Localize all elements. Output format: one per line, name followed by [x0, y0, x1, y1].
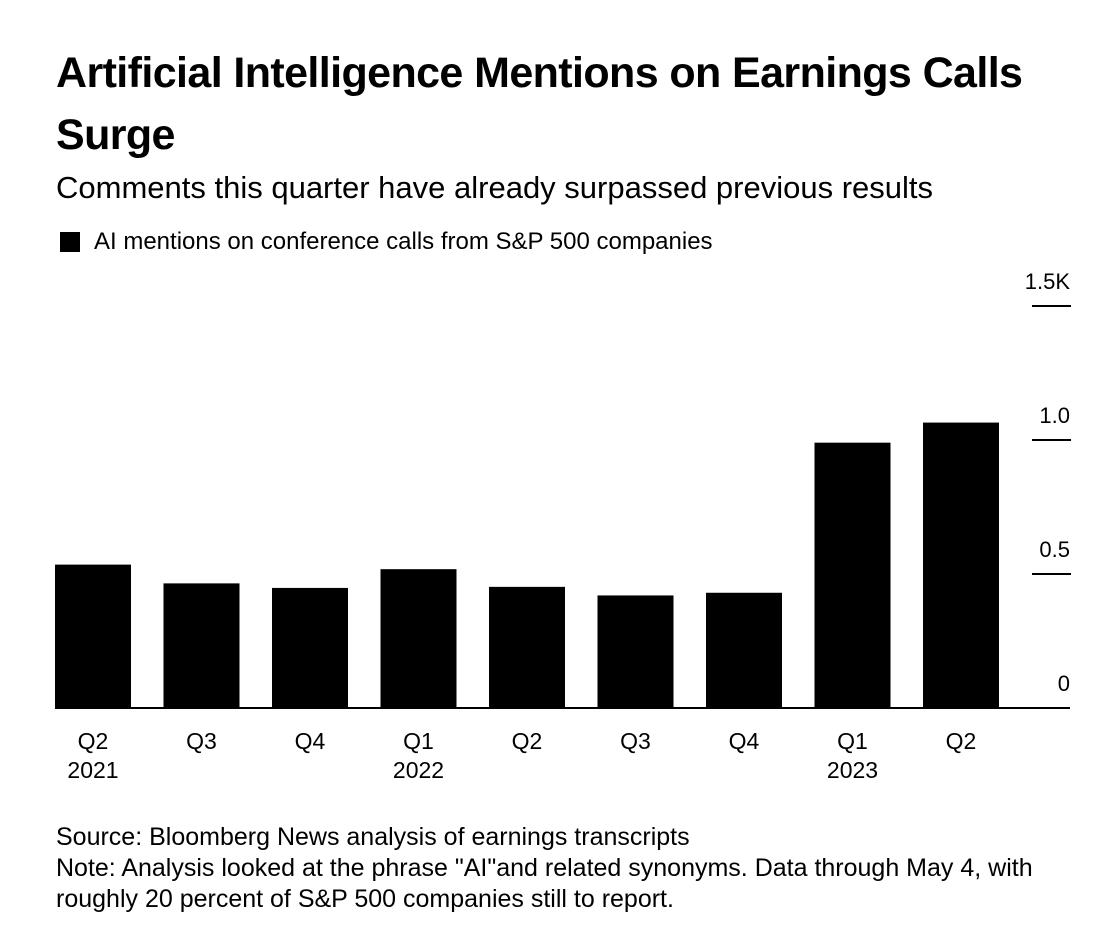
legend-label: AI mentions on conference calls from S&P… [94, 228, 713, 255]
chart-legend: AI mentions on conference calls from S&P… [60, 226, 713, 258]
x-tick-label: Q2 [946, 728, 977, 754]
x-tick-label: Q4 [729, 728, 760, 754]
bar-q2-2022 [489, 586, 565, 708]
x-tick-label: Q3 [186, 728, 217, 754]
bar-q4-2021 [272, 587, 348, 708]
y-tick-label: 1.0 [1039, 403, 1070, 428]
legend-swatch [60, 232, 80, 252]
x-tick-label: Q1 [403, 728, 434, 754]
x-tick-year-label: 2021 [67, 757, 118, 783]
bar-q3-2021 [163, 583, 240, 708]
bar-q2-2021 [55, 564, 131, 708]
bar-q3-2022 [597, 595, 674, 708]
y-tick-label: 1.5K [1025, 269, 1071, 294]
y-tick-label: 0.5 [1039, 537, 1070, 562]
bar-q1-2022 [380, 569, 457, 708]
x-tick-label: Q1 [837, 728, 868, 754]
chart-title: Artificial Intelligence Mentions on Earn… [56, 49, 1023, 159]
chart-footer: Source: Bloomberg News analysis of earni… [56, 822, 1086, 915]
chart-subtitle: Comments this quarter have already surpa… [56, 170, 934, 205]
x-tick-label: Q2 [512, 728, 543, 754]
bar-q2-2023 [923, 422, 999, 708]
bar-q1-2023 [814, 442, 891, 708]
x-tick-year-label: 2022 [393, 757, 444, 783]
bar-q4-2022 [706, 592, 782, 708]
x-tick-label: Q3 [620, 728, 651, 754]
analysis-note: Note: Analysis looked at the phrase "AI"… [56, 854, 1033, 913]
x-tick-label: Q4 [295, 728, 326, 754]
x-tick-label: Q2 [78, 728, 109, 754]
y-tick-label: 0 [1058, 671, 1070, 696]
x-tick-year-label: 2023 [827, 757, 878, 783]
source-note: Source: Bloomberg News analysis of earni… [56, 823, 690, 851]
